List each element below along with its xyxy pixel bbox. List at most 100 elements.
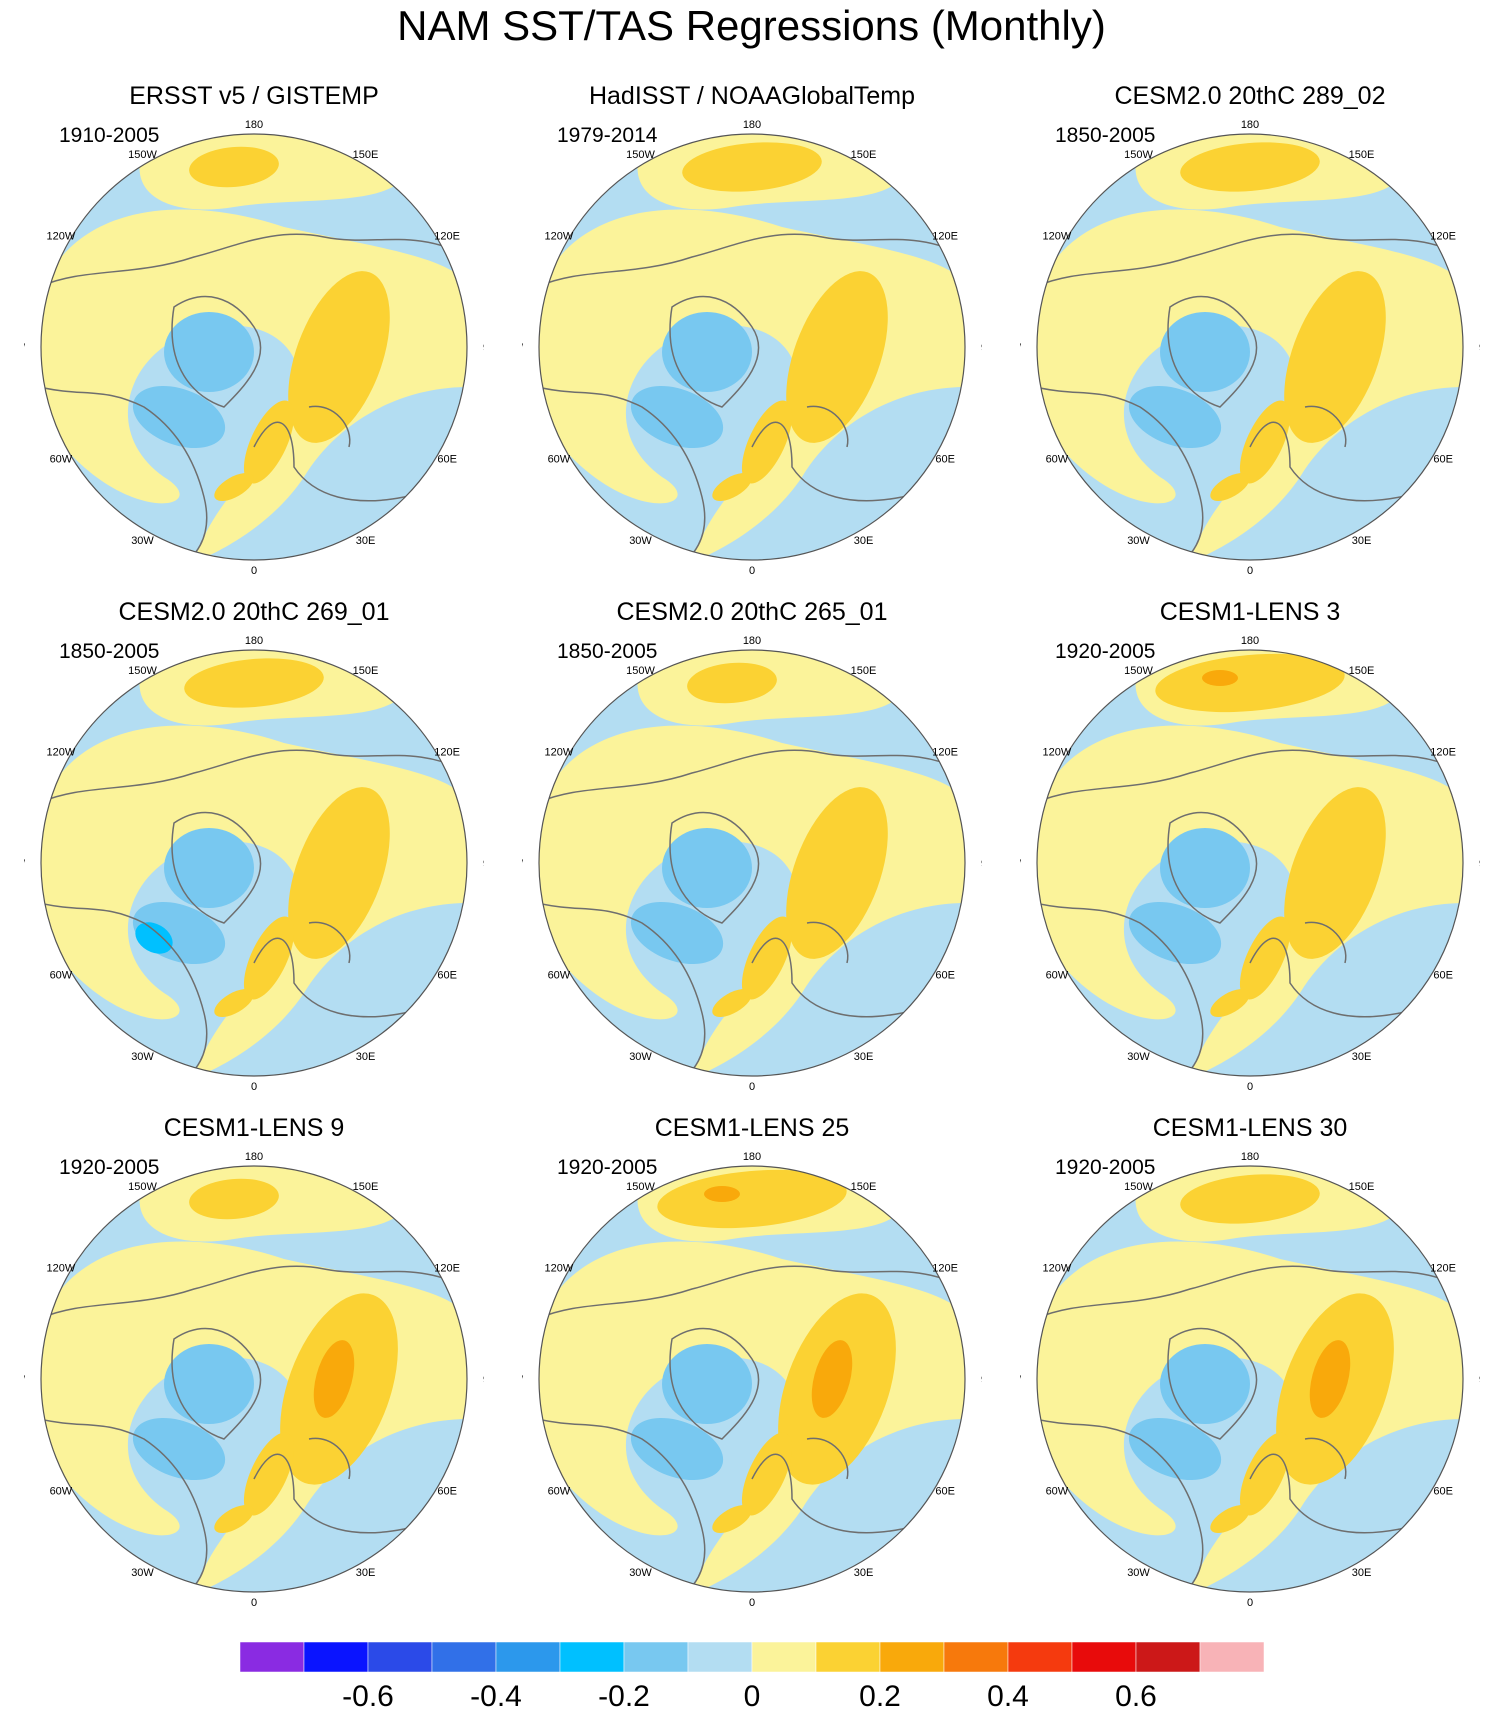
colorbar-label: -0.4	[470, 1680, 522, 1713]
longitude-label: 0	[251, 565, 257, 577]
map-panel: CESM1-LENS 30 1920-2005 180 150E 120E 90E 60…	[1020, 1114, 1480, 1634]
polar-map: 180 150E 120E 90E 60E 30E 0 30W 60W 90W 120W 150W	[24, 119, 484, 577]
longitude-label: 30E	[854, 1051, 874, 1063]
longitude-label: 150W	[128, 149, 157, 161]
longitude-label: 120E	[932, 747, 958, 759]
coastline-arctic	[171, 811, 262, 924]
longitude-label: 150W	[626, 665, 655, 677]
coastline-caspian	[806, 405, 849, 448]
coastline-caspian	[308, 405, 351, 448]
polar-map: 180 150E 120E 90E 60E 30E 0 30W 60W 90W 120W 150W	[1020, 1151, 1480, 1609]
longitude-label: 30E	[356, 1567, 376, 1579]
eurasia-maximum	[786, 271, 888, 443]
longitude-label: 90W	[1020, 342, 1022, 354]
longitude-label: 30W	[131, 1051, 154, 1063]
longitude-label: 150W	[1124, 149, 1153, 161]
eurasia-maximum	[288, 271, 390, 443]
longitude-label: 90E	[1479, 1374, 1480, 1386]
coastline-arctic	[1167, 295, 1258, 408]
atlantic-maximum	[214, 473, 254, 501]
arctic-negative	[164, 312, 254, 392]
pacific-maximum	[184, 658, 324, 708]
scandinavia-maximum	[1239, 400, 1291, 484]
map-panel: CESM1-LENS 25 1920-2005 180 150E 120E 90E 60…	[522, 1114, 982, 1634]
colorbar-label: 0.2	[859, 1680, 901, 1713]
pacific-maximum	[1180, 142, 1320, 192]
map-panel: CESM2.0 20thC 269_01 1850-2005 180 150E 12…	[24, 598, 484, 1118]
colorbar-label: 0.6	[1115, 1680, 1157, 1713]
colorbar-swatch	[1135, 1642, 1201, 1672]
longitude-label: 90E	[483, 1374, 484, 1386]
arctic-negative	[662, 312, 752, 392]
longitude-label: 90E	[981, 1374, 982, 1386]
longitude-label: 60W	[1046, 454, 1069, 466]
panel-period: 1979-2014	[557, 124, 658, 147]
coastline-north	[539, 749, 965, 804]
longitude-label: 120W	[1043, 231, 1072, 243]
coastline-arctic	[171, 1327, 262, 1440]
panel-title: ERSST v5 / GISTEMP	[129, 82, 379, 110]
longitude-label: 0	[251, 1081, 257, 1093]
pacific-maximum	[1155, 653, 1345, 713]
map-boundary	[1036, 649, 1464, 1077]
panel-title: CESM1-LENS 30	[1152, 1114, 1348, 1142]
coastline-arctic	[669, 1327, 760, 1440]
labrador-negative	[630, 385, 724, 449]
arctic-negative	[1160, 828, 1250, 908]
panel-period: 1850-2005	[557, 640, 658, 663]
colorbar-label: -0.6	[342, 1680, 394, 1713]
polar-map: 180 150E 120E 90E 60E 30E 0 30W 60W 90W 120W 150W	[1020, 635, 1480, 1093]
map-boundary	[40, 649, 468, 1077]
longitude-label: 150W	[626, 149, 655, 161]
colorbar-swatch	[815, 1642, 881, 1672]
colorbar	[240, 1642, 1264, 1672]
longitude-label: 60W	[1046, 1486, 1069, 1498]
coastline-north	[1037, 1265, 1463, 1320]
longitude-label: 0	[251, 1597, 257, 1609]
longitude-label: 120E	[434, 747, 460, 759]
longitude-label: 90W	[1020, 858, 1022, 870]
colorbar-label: 0	[743, 1680, 761, 1713]
longitude-label: 30E	[356, 1051, 376, 1063]
coastline-arctic	[669, 295, 760, 408]
longitude-label: 150E	[1349, 1181, 1375, 1193]
longitude-label: 30W	[629, 1567, 652, 1579]
colorbar-swatch	[495, 1642, 561, 1672]
panel-period: 1850-2005	[1055, 124, 1156, 147]
scandinavia-maximum	[243, 400, 295, 484]
colorbar-swatch	[431, 1642, 497, 1672]
atlantic-maximum	[712, 989, 752, 1017]
atlantic-maximum	[1210, 989, 1250, 1017]
longitude-label: 150E	[851, 665, 877, 677]
longitude-label: 120E	[1430, 231, 1456, 243]
longitude-label: 30W	[629, 535, 652, 547]
colorbar-label: -0.2	[598, 1680, 650, 1713]
longitude-label: 0	[749, 565, 755, 577]
longitude-label: 60E	[437, 454, 457, 466]
longitude-label: 90W	[24, 858, 26, 870]
scandinavia-maximum	[741, 400, 793, 484]
longitude-label: 60W	[548, 970, 571, 982]
longitude-label: 180	[245, 635, 263, 647]
longitude-label: 90W	[1020, 1374, 1022, 1386]
longitude-label: 90E	[483, 858, 484, 870]
coastline-arctic	[1167, 811, 1258, 924]
longitude-label: 30W	[1127, 535, 1150, 547]
pacific-maximum	[189, 146, 279, 188]
coastline-caspian	[1304, 405, 1347, 448]
coastline-americas	[539, 386, 706, 560]
longitude-label: 60E	[935, 970, 955, 982]
labrador-negative	[1128, 901, 1222, 965]
longitude-label: 120W	[545, 1263, 574, 1275]
longitude-label: 60E	[935, 1486, 955, 1498]
panel-title: CESM1-LENS 25	[654, 1114, 850, 1142]
polar-map: 180 150E 120E 90E 60E 30E 0 30W 60W 90W 120W 150W	[522, 119, 982, 577]
map-panel: CESM1-LENS 9 1920-2005 180 150E 120E 90E 60E…	[24, 1114, 484, 1634]
longitude-label: 180	[245, 1151, 263, 1163]
longitude-label: 150E	[353, 665, 379, 677]
longitude-label: 120E	[434, 231, 460, 243]
longitude-label: 180	[1241, 635, 1259, 647]
coastline-north	[41, 233, 467, 288]
colorbar-swatch	[879, 1642, 945, 1672]
coastline-americas	[1037, 902, 1204, 1076]
